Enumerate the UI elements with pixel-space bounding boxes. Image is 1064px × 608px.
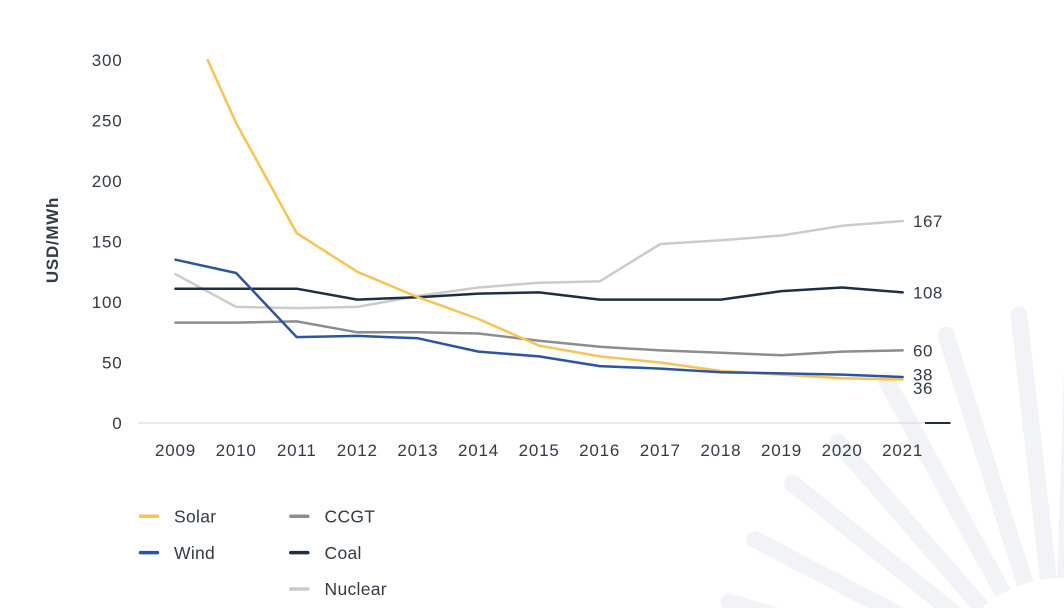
svg-text:Coal: Coal: [325, 543, 362, 563]
svg-text:2017: 2017: [640, 441, 681, 460]
svg-text:2013: 2013: [397, 441, 438, 460]
svg-text:Wind: Wind: [174, 543, 215, 563]
svg-text:CCGT: CCGT: [325, 506, 376, 526]
svg-text:150: 150: [92, 233, 123, 252]
svg-text:2009: 2009: [155, 441, 196, 460]
svg-text:38: 38: [913, 366, 933, 385]
svg-text:167: 167: [913, 212, 943, 231]
svg-text:2012: 2012: [337, 441, 378, 460]
svg-text:108: 108: [913, 283, 943, 302]
svg-text:300: 300: [92, 51, 123, 70]
svg-text:2014: 2014: [458, 441, 499, 460]
svg-text:36: 36: [913, 379, 933, 398]
svg-text:2010: 2010: [216, 441, 257, 460]
svg-text:0: 0: [112, 414, 122, 433]
svg-text:Nuclear: Nuclear: [325, 579, 387, 599]
svg-text:2015: 2015: [519, 441, 560, 460]
svg-text:2011: 2011: [277, 441, 317, 460]
svg-text:2019: 2019: [761, 441, 802, 460]
svg-text:2016: 2016: [579, 441, 620, 460]
svg-text:2018: 2018: [700, 441, 741, 460]
svg-text:60: 60: [913, 342, 933, 361]
svg-text:Solar: Solar: [174, 506, 216, 526]
svg-text:200: 200: [92, 172, 123, 191]
svg-text:250: 250: [92, 112, 123, 131]
svg-text:50: 50: [102, 354, 123, 373]
svg-text:2020: 2020: [822, 441, 863, 460]
svg-text:USD/MWh: USD/MWh: [43, 197, 62, 283]
svg-text:100: 100: [92, 293, 123, 312]
svg-text:2021: 2021: [882, 441, 923, 460]
